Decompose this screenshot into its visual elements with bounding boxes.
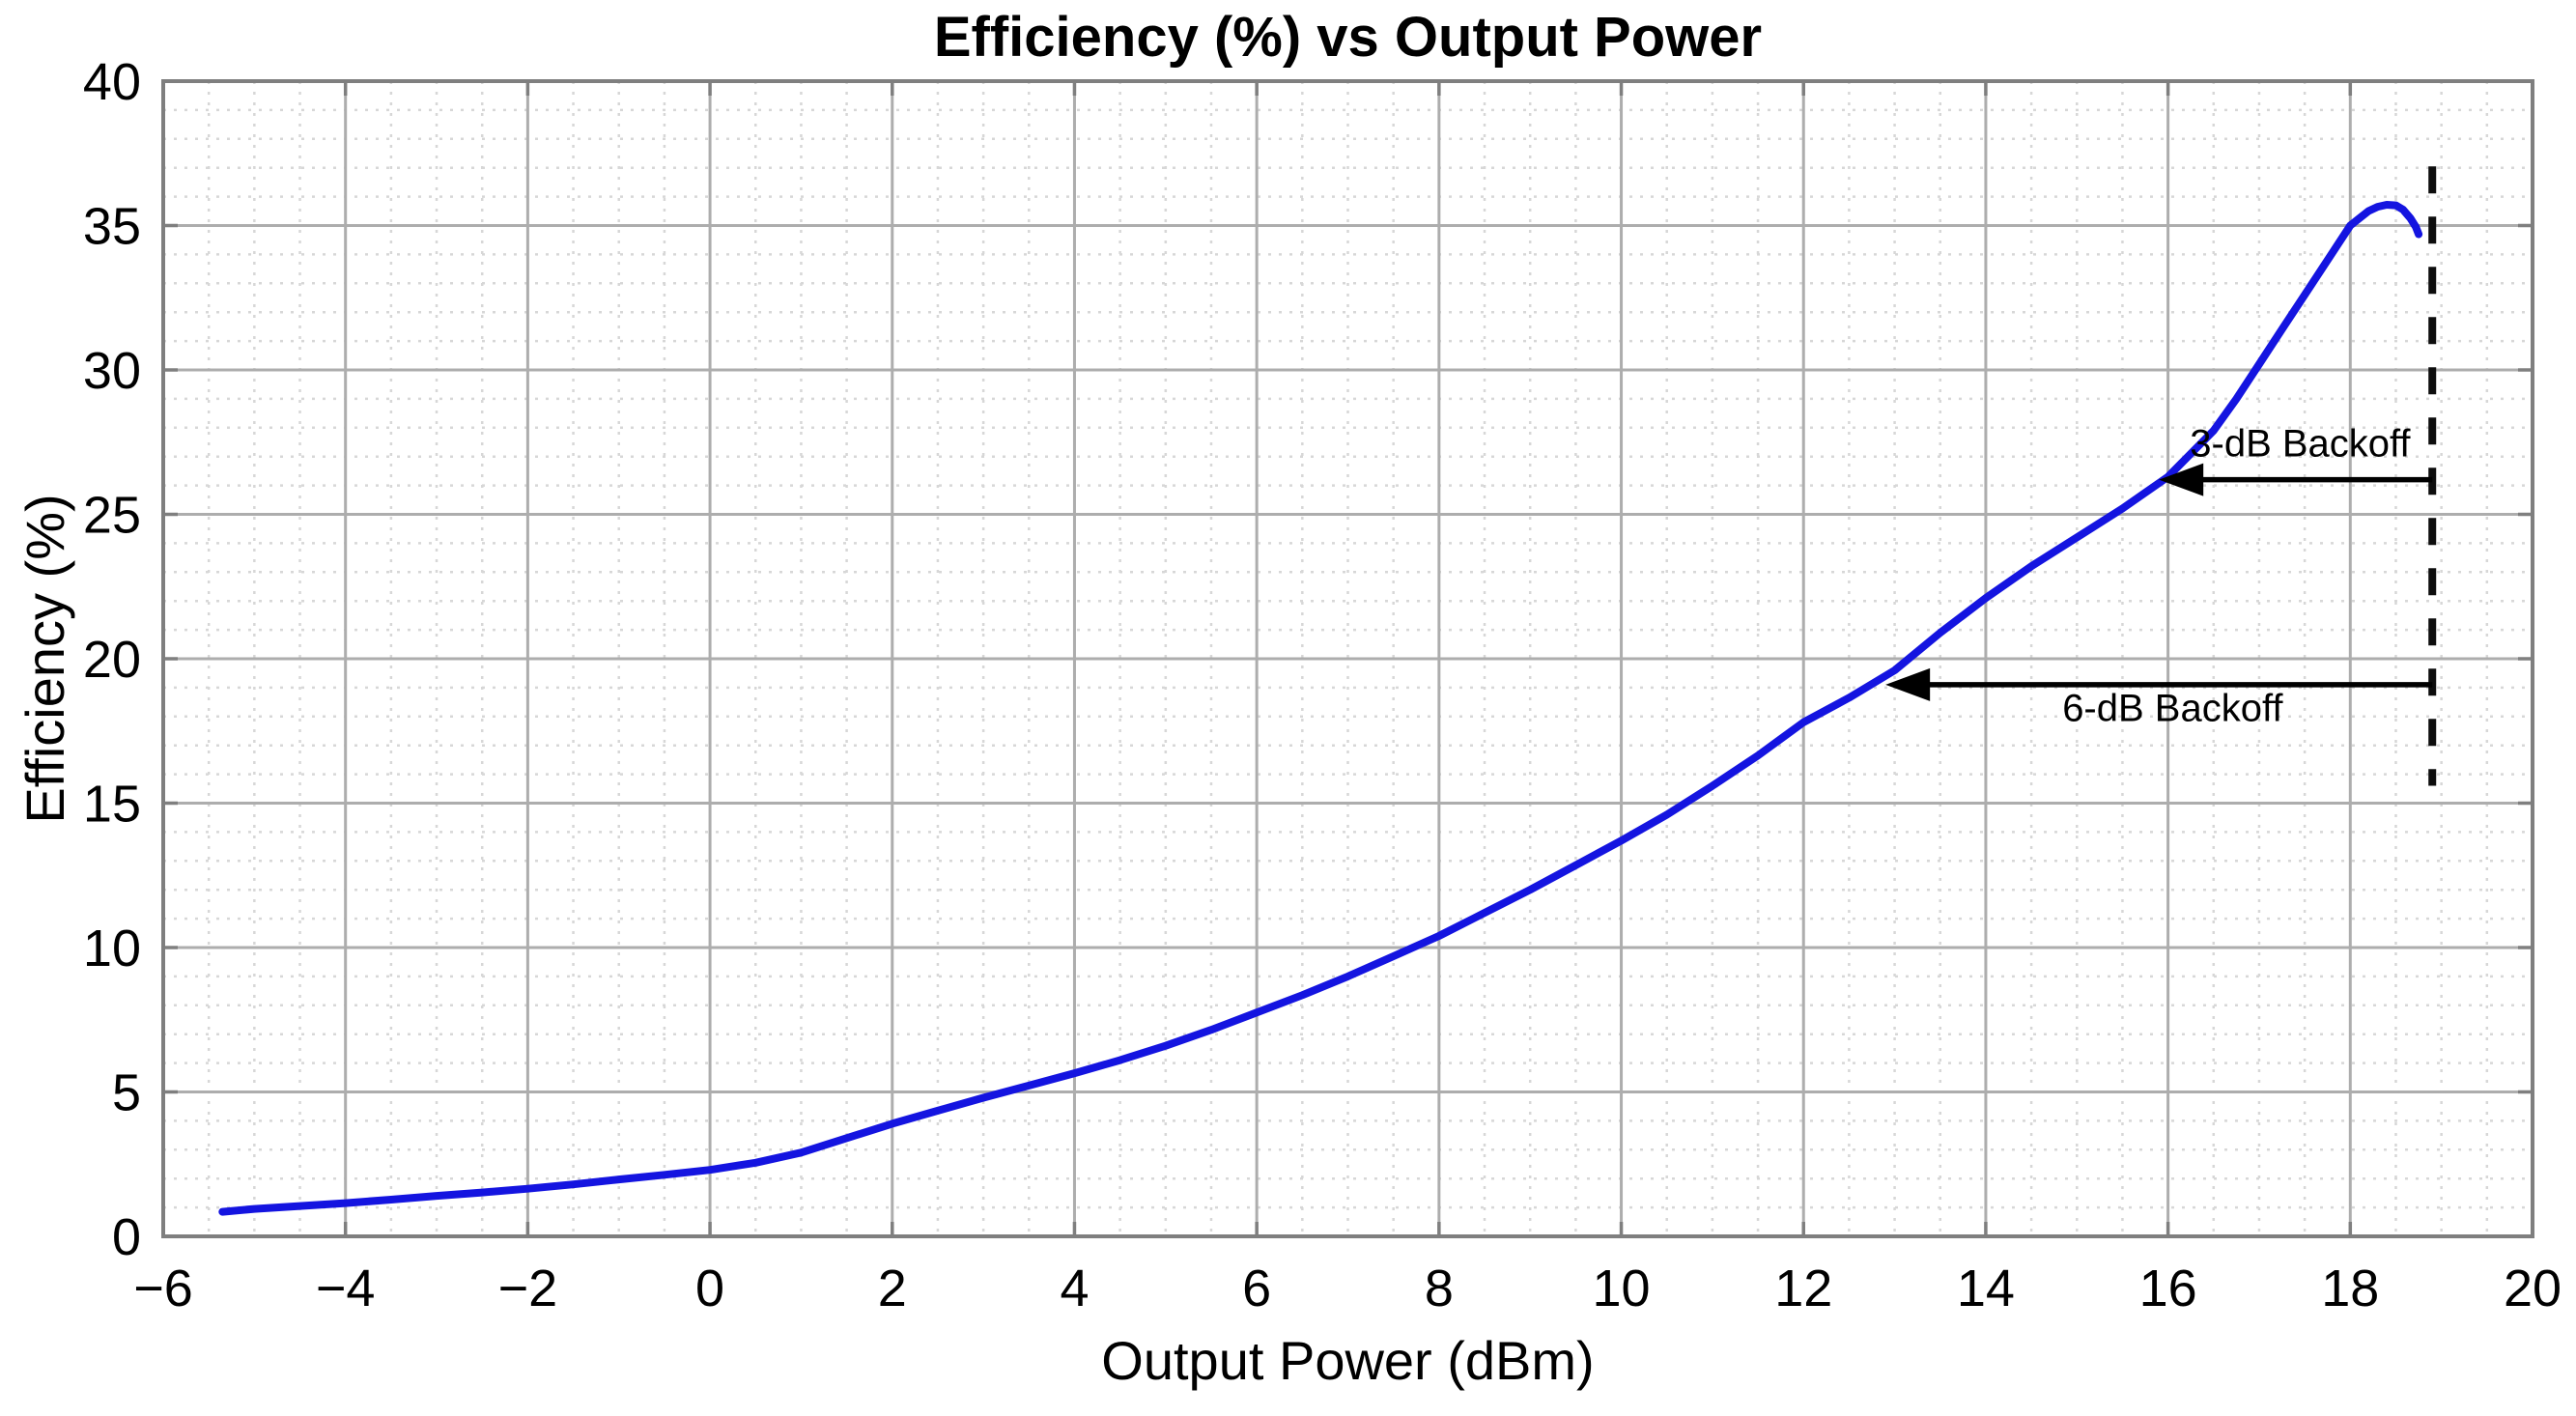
- x-tick-label: 12: [1774, 1260, 1832, 1317]
- x-tick-label: 6: [1242, 1260, 1271, 1317]
- y-tick-label: 20: [83, 631, 141, 689]
- y-tick-label: 0: [112, 1208, 141, 1266]
- backoff-arrow-head-1: [1885, 667, 1931, 701]
- x-tick-label: 0: [695, 1260, 724, 1317]
- backoff-arrow-head-0: [2159, 463, 2204, 496]
- y-tick-label: 10: [83, 920, 141, 977]
- annotation-3db-backoff-label: 3-dB Backoff: [2190, 423, 2411, 466]
- annotation-6db-backoff-label: 6-dB Backoff: [2062, 687, 2283, 729]
- x-tick-label: 20: [2504, 1260, 2562, 1317]
- backoff-arrows: [1885, 463, 2433, 701]
- y-tick-label: 25: [83, 487, 141, 545]
- x-axis-label: Output Power (dBm): [1101, 1330, 1594, 1391]
- x-tick-label: 10: [1592, 1260, 1650, 1317]
- x-tick-label: 14: [1957, 1260, 2015, 1317]
- y-tick-label: 40: [83, 53, 141, 111]
- x-tick-label: 16: [2139, 1260, 2197, 1317]
- y-axis-label: Efficiency (%): [14, 494, 75, 823]
- x-tick-label: 4: [1060, 1260, 1089, 1317]
- efficiency-curve: [218, 201, 2423, 1216]
- major-gridlines: [163, 81, 2533, 1236]
- efficiency-line: [218, 201, 2423, 1216]
- x-tick-label: −4: [316, 1260, 376, 1317]
- y-tick-label: 5: [112, 1064, 141, 1122]
- x-tick-label: 8: [1425, 1260, 1454, 1317]
- minor-gridlines: [163, 81, 2533, 1236]
- x-tick-label: 18: [2321, 1260, 2379, 1317]
- x-tick-label: −6: [133, 1260, 193, 1317]
- x-tick-label: 2: [878, 1260, 907, 1317]
- y-tick-label: 30: [83, 342, 141, 400]
- tick-marks: [161, 79, 2534, 1238]
- x-tick-label: −2: [498, 1260, 558, 1317]
- tick-labels: −6 −4 −2 0 2 4 6 8 10 12 14 16 18 20 0 5 10 15 20 25 30 35 40: [83, 53, 2562, 1317]
- y-tick-label: 15: [83, 776, 141, 834]
- chart-title: Efficiency (%) vs Output Power: [934, 6, 1762, 69]
- y-tick-label: 35: [83, 198, 141, 256]
